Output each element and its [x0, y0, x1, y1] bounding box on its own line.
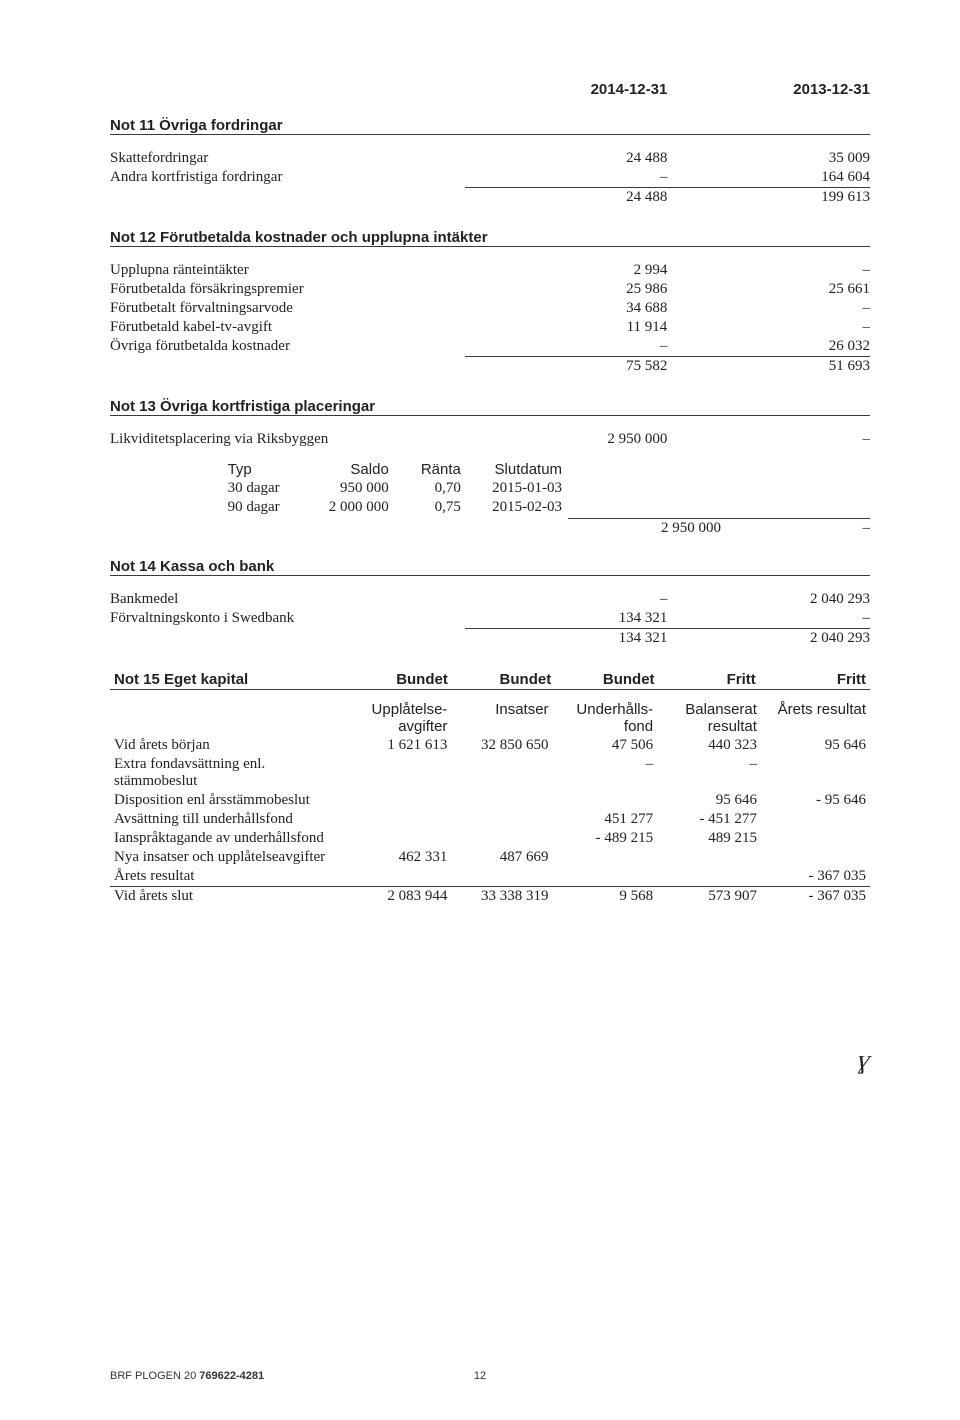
- table-row: Ianspråktagande av underhållsfond- 489 2…: [110, 829, 870, 848]
- table-row: Bankmedel–2 040 293: [110, 590, 870, 609]
- not13-inner-table: Typ Saldo Ränta Slutdatum 30 dagar 950 0…: [228, 460, 568, 517]
- not13-inner: Typ Saldo Ränta Slutdatum 30 dagar 950 0…: [110, 459, 870, 538]
- not15-title: Not 15 Eget kapital: [110, 670, 349, 689]
- table-sum-row: 24 488 199 613: [110, 188, 870, 208]
- col-date-1: 2014-12-31: [465, 80, 668, 99]
- not11-title: Not 11 Övriga fordringar: [110, 117, 870, 134]
- not13-line: Likviditetsplacering via Riksbyggen 2 95…: [110, 430, 870, 449]
- table-row: Disposition enl årsstämmobeslut95 646- 9…: [110, 791, 870, 810]
- not14-title: Not 14 Kassa och bank: [110, 558, 870, 575]
- table-sum-row: 134 3212 040 293: [110, 628, 870, 648]
- col-date-2: 2013-12-31: [667, 80, 870, 99]
- table-row: Vid årets början1 621 61332 850 65047 50…: [110, 736, 870, 755]
- table-sum-row: Vid årets slut 2 083 944 33 338 319 9 56…: [110, 886, 870, 906]
- table-row: Likviditetsplacering via Riksbyggen 2 95…: [110, 430, 870, 449]
- not15-table: Upplåtelse- avgifter Insatser Underhålls…: [110, 700, 870, 906]
- not11-table: Skattefordringar 24 488 35 009 Andra kor…: [110, 149, 870, 207]
- footer-company: BRF PLOGEN 20: [110, 1370, 199, 1382]
- table-row: Förutbetald kabel-tv-avgift11 914–: [110, 318, 870, 337]
- table-sum-row: 75 58251 693: [110, 357, 870, 377]
- footer-orgnr: 769622-4281: [199, 1370, 264, 1382]
- table-row: Förutbetalt förvaltningsarvode34 688–: [110, 299, 870, 318]
- table-row: Avsättning till underhållsfond451 277- 4…: [110, 810, 870, 829]
- not12-table: Upplupna ränteintäkter2 994– Förutbetald…: [110, 261, 870, 376]
- table-row: Andra kortfristiga fordringar – 164 604: [110, 168, 870, 188]
- not14-table: Bankmedel–2 040 293 Förvaltningskonto i …: [110, 590, 870, 648]
- table-row: Förvaltningskonto i Swedbank134 321–: [110, 609, 870, 629]
- date-header: 2014-12-31 2013-12-31: [110, 80, 870, 99]
- table-row: Övriga förutbetalda kostnader–26 032: [110, 337, 870, 357]
- table-row: Extra fondavsättning enl. stämmobeslut––: [110, 755, 870, 791]
- table-row: Förutbetalda försäkringspremier25 98625 …: [110, 280, 870, 299]
- table-sum-row: 2 950 000 –: [110, 518, 870, 538]
- not12-title: Not 12 Förutbetalda kostnader och upplup…: [110, 229, 870, 246]
- table-head-row: Upplåtelse- avgifter Insatser Underhålls…: [110, 700, 870, 736]
- page-number: 12: [474, 1370, 486, 1382]
- not15-headline: Not 15 Eget kapital Bundet Bundet Bundet…: [110, 670, 870, 689]
- table-row: Nya insatser och upplåtelseavgifter462 3…: [110, 848, 870, 867]
- table-row: 90 dagar 2 000 000 0,75 2015-02-03: [228, 498, 568, 517]
- table-row: Skattefordringar 24 488 35 009: [110, 149, 870, 168]
- table-head-row: Typ Saldo Ränta Slutdatum: [228, 460, 568, 479]
- table-row: Årets resultat- 367 035: [110, 867, 870, 887]
- table-row: 30 dagar 950 000 0,70 2015-01-03: [228, 479, 568, 498]
- table-row: Upplupna ränteintäkter2 994–: [110, 261, 870, 280]
- not13-title: Not 13 Övriga kortfristiga placeringar: [110, 398, 870, 415]
- signature-mark: ɣ: [856, 1045, 873, 1075]
